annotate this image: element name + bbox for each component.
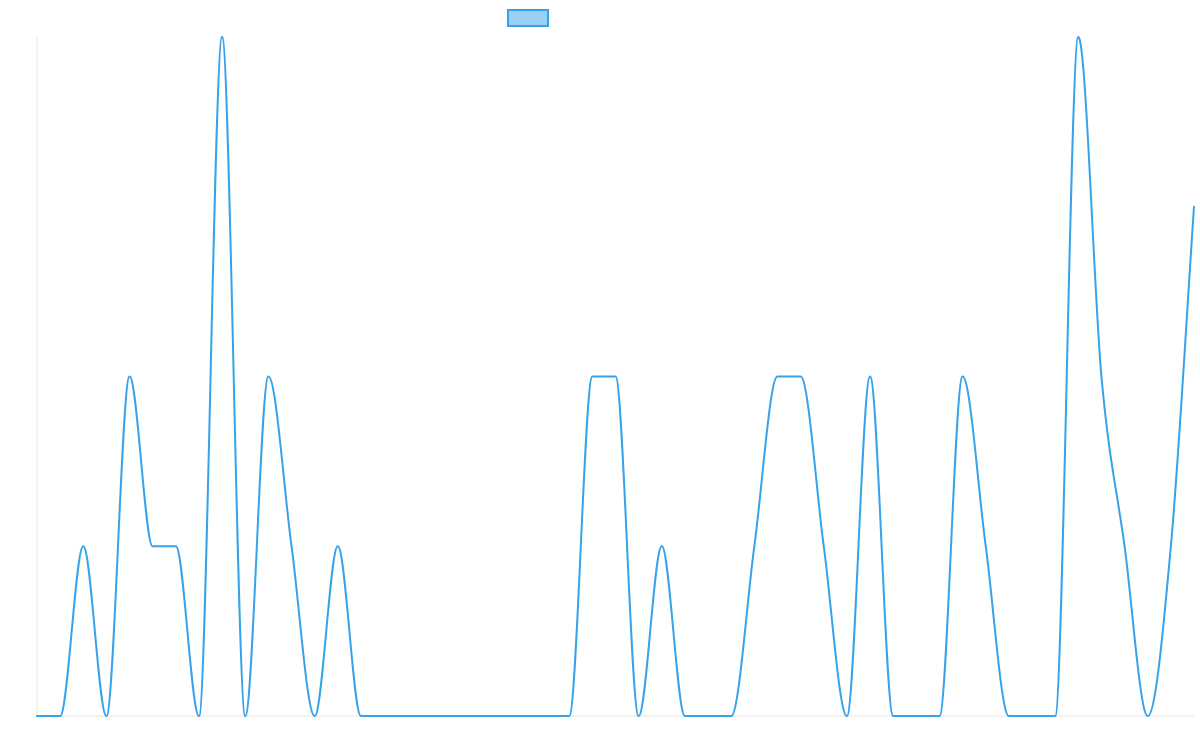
data-point[interactable] xyxy=(1029,713,1035,719)
data-point[interactable] xyxy=(774,374,780,380)
data-point[interactable] xyxy=(219,34,225,40)
data-point[interactable] xyxy=(474,713,480,719)
data-point[interactable] xyxy=(960,374,966,380)
series-line-0 xyxy=(36,36,1195,717)
data-point[interactable] xyxy=(659,543,665,549)
data-point[interactable] xyxy=(798,374,804,380)
data-point[interactable] xyxy=(1098,374,1104,380)
data-point[interactable] xyxy=(1145,713,1151,719)
data-point[interactable] xyxy=(1052,713,1058,719)
data-point[interactable] xyxy=(497,713,503,719)
data-point[interactable] xyxy=(844,713,850,719)
legend-swatch-0[interactable] xyxy=(507,9,549,27)
data-point[interactable] xyxy=(173,543,179,549)
data-point[interactable] xyxy=(636,713,642,719)
data-point[interactable] xyxy=(34,713,40,719)
data-point[interactable] xyxy=(312,713,318,719)
data-point[interactable] xyxy=(613,374,619,380)
data-point[interactable] xyxy=(751,543,757,549)
data-point[interactable] xyxy=(566,713,572,719)
data-point[interactable] xyxy=(127,374,133,380)
data-point[interactable] xyxy=(913,713,919,719)
data-point[interactable] xyxy=(57,713,63,719)
data-point[interactable] xyxy=(728,713,734,719)
data-point[interactable] xyxy=(890,713,896,719)
data-point[interactable] xyxy=(335,543,341,549)
data-point[interactable] xyxy=(936,713,942,719)
data-point[interactable] xyxy=(983,543,989,549)
data-point[interactable] xyxy=(520,713,526,719)
data-point[interactable] xyxy=(1006,713,1012,719)
legend[interactable] xyxy=(507,9,549,27)
data-point[interactable] xyxy=(821,543,827,549)
data-point[interactable] xyxy=(1168,543,1174,549)
data-point[interactable] xyxy=(451,713,457,719)
data-point[interactable] xyxy=(1075,34,1081,40)
data-point[interactable] xyxy=(242,713,248,719)
data-point[interactable] xyxy=(289,543,295,549)
data-point[interactable] xyxy=(705,713,711,719)
data-point[interactable] xyxy=(196,713,202,719)
data-point[interactable] xyxy=(381,713,387,719)
data-point[interactable] xyxy=(427,713,433,719)
data-point[interactable] xyxy=(589,374,595,380)
data-point[interactable] xyxy=(1191,204,1197,210)
series-group xyxy=(34,34,1197,719)
data-point[interactable] xyxy=(1122,543,1128,549)
data-point[interactable] xyxy=(682,713,688,719)
data-point[interactable] xyxy=(265,374,271,380)
data-point[interactable] xyxy=(867,374,873,380)
data-point[interactable] xyxy=(80,543,86,549)
data-point[interactable] xyxy=(103,713,109,719)
data-point[interactable] xyxy=(404,713,410,719)
data-point[interactable] xyxy=(358,713,364,719)
data-point[interactable] xyxy=(150,543,156,549)
data-point[interactable] xyxy=(543,713,549,719)
